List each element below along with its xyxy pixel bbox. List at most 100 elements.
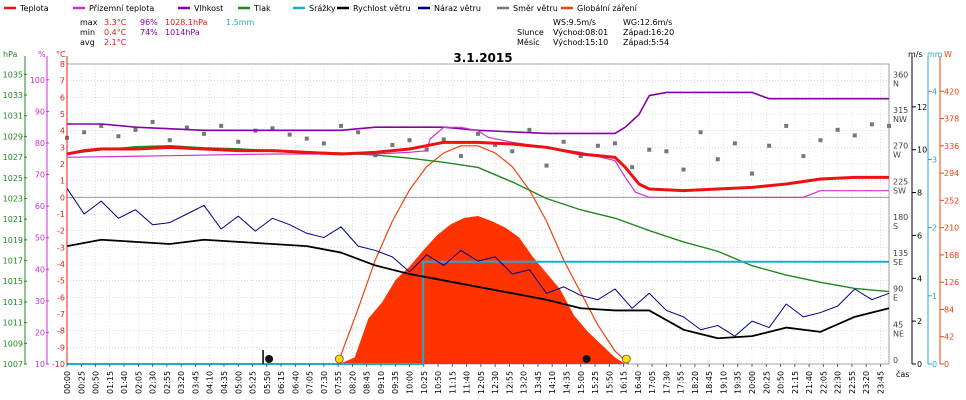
press-tick-label: 1019: [3, 236, 23, 245]
temp-unit: °C: [56, 50, 66, 59]
stat-value: 1028.1hPa: [165, 18, 208, 27]
rain-tick-label: 2: [932, 224, 937, 233]
legend-label: Náraz větru: [434, 4, 481, 13]
temp-tick-label: -3: [57, 243, 65, 252]
dir-point: [150, 119, 155, 124]
temp-tick-label: -4: [57, 260, 65, 269]
dir-point: [750, 171, 754, 176]
dir-point: [82, 130, 87, 135]
x-tick-label: 08:45: [363, 371, 372, 394]
wind-tick-label: 12: [917, 103, 927, 112]
x-tick-label: 02:55: [163, 371, 172, 394]
temp-tick-label: -6: [57, 293, 65, 302]
x-tick-label: 10:00: [406, 371, 415, 394]
dir-tick-compass: N: [893, 79, 899, 88]
rain-tick-label: 1: [932, 292, 937, 301]
x-tick-label: 15:00: [577, 371, 586, 394]
stat-value: 0.4°C: [104, 28, 127, 37]
dir-tick-label: 315: [893, 106, 908, 115]
stat-value: max: [80, 18, 98, 27]
x-tick-label: 11:40: [463, 371, 472, 394]
temp-tick-label: 3: [60, 143, 65, 152]
dir-point: [356, 130, 361, 135]
legend-label: Globální záření: [577, 4, 638, 13]
radiation-max-line: [337, 145, 630, 365]
radiation-fill: [339, 215, 626, 364]
x-tick-label: 18:45: [705, 371, 714, 394]
x-tick-label: 02:05: [134, 371, 143, 394]
hum-tick-label: 50: [35, 234, 45, 243]
ground-temp-line: [66, 126, 889, 198]
temp-tick-label: 7: [60, 77, 65, 86]
wind-tick-label: 4: [917, 274, 922, 283]
info-wg: WG:12.6m/s: [623, 18, 672, 27]
dir-tick-label: 0: [893, 356, 898, 365]
x-tick-label: 06:40: [291, 371, 300, 394]
dir-point: [647, 147, 652, 152]
temp-tick-label: -10: [52, 360, 65, 369]
rain-unit: mm: [927, 50, 943, 59]
hum-tick-label: 40: [35, 265, 45, 274]
dir-tick-label: 90: [893, 285, 903, 294]
x-tick-label: 06:15: [277, 371, 286, 394]
x-tick-label: 12:55: [505, 371, 514, 394]
stat-value: 2.1°C: [104, 38, 127, 47]
press-tick-label: 1033: [3, 91, 23, 100]
press-tick-label: 1009: [3, 339, 23, 348]
dir-tick-label: 135: [893, 249, 908, 258]
dir-point: [801, 154, 806, 159]
x-tick-label: 12:30: [491, 371, 500, 394]
press-tick-label: 1013: [3, 298, 23, 307]
wind-unit: m/s: [908, 50, 923, 59]
press-tick-label: 1015: [3, 277, 23, 286]
x-tick-label: 19:35: [734, 371, 743, 394]
x-tick-label: 01:40: [120, 371, 129, 394]
hum-unit: %: [38, 50, 46, 59]
info-moon-label: Měsíc: [517, 38, 540, 47]
dir-tick-compass: SW: [893, 186, 906, 195]
x-tick-label: 21:15: [791, 371, 800, 394]
dir-point: [681, 167, 686, 172]
humidity-line: [67, 91, 889, 135]
dir-tick-compass: SE: [893, 258, 903, 267]
dir-tick-compass: NW: [893, 115, 907, 124]
dir-point: [236, 139, 241, 144]
x-tick-label: 23:45: [876, 371, 885, 394]
wind-tick-label: 6: [917, 231, 922, 240]
temp-line: [66, 140, 889, 193]
dir-point: [664, 149, 669, 154]
dir-point: [818, 138, 823, 143]
rad-tick-label: 336: [944, 142, 959, 151]
dir-point: [613, 141, 617, 146]
dir-point: [869, 122, 874, 127]
press-unit: hPa: [3, 50, 18, 59]
hum-tick-label: 90: [35, 107, 45, 116]
x-tick-label: 05:00: [234, 371, 243, 394]
legend-label: Teplota: [19, 4, 49, 13]
legend-label: Směr větru: [513, 4, 558, 13]
dir-point: [133, 127, 138, 132]
info-moonrise: Východ:15:10: [553, 38, 608, 47]
legend-label: Tlak: [253, 4, 271, 13]
x-tick-label: 17:55: [677, 371, 686, 394]
temp-tick-label: -8: [57, 327, 65, 336]
x-tick-label: 22:05: [819, 371, 828, 394]
x-tick-label: 13:45: [534, 371, 543, 394]
x-tick-label: 13:20: [520, 371, 529, 394]
legend-label: Vlhkost: [194, 4, 223, 13]
x-tick-label: 14:35: [562, 371, 571, 394]
hum-tick-label: 80: [35, 139, 45, 148]
press-tick-label: 1031: [3, 112, 23, 121]
hum-tick-label: 70: [35, 171, 45, 180]
rad-tick-label: 0: [944, 360, 949, 369]
press-tick-label: 1021: [3, 215, 23, 224]
x-tick-label: 04:35: [220, 371, 229, 394]
legend-label: Přízemní teplota: [89, 4, 154, 13]
dir-tick-compass: NE: [893, 329, 904, 338]
x-tick-label: 17:05: [648, 371, 657, 394]
dir-point: [219, 123, 224, 128]
temp-tick-label: -5: [57, 277, 65, 286]
x-tick-label: 01:15: [106, 371, 115, 394]
dir-point: [493, 142, 498, 147]
moonrise-marker: [582, 355, 591, 363]
